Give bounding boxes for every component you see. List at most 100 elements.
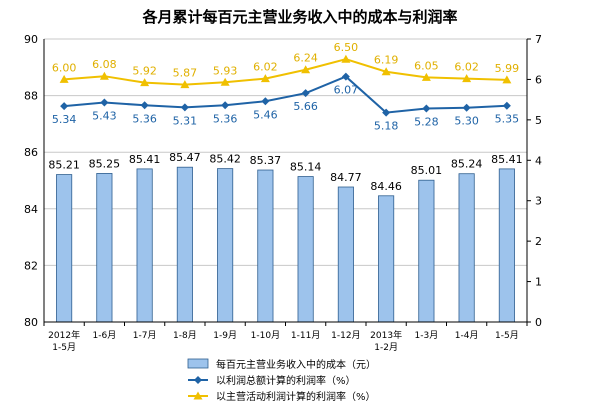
series-2-point-8 — [381, 67, 391, 76]
gridlines — [44, 38, 527, 323]
right-axis-tick-label-6: 6 — [535, 73, 542, 86]
bar-label-8: 84.46 — [370, 180, 402, 193]
series-2-label-11: 5.99 — [495, 62, 520, 75]
bar-label-9: 85.01 — [411, 164, 443, 177]
series-2-point-4 — [220, 77, 230, 86]
series-1-label-8: 5.18 — [374, 120, 399, 133]
series-1-point-8 — [382, 108, 391, 117]
bar-9 — [418, 179, 435, 323]
series-2-point-6 — [301, 65, 311, 74]
left-axis-tick-label-4: 88 — [24, 90, 38, 103]
series-1-point-11 — [502, 101, 511, 110]
series-2-point-7 — [341, 54, 351, 63]
series-1-point-5 — [261, 97, 270, 106]
series-1-point-1 — [100, 98, 109, 107]
series-2-label-10: 6.02 — [454, 61, 479, 74]
series-2-point-5 — [260, 74, 270, 83]
bar-6 — [297, 176, 314, 323]
left-axis-tick-label-5: 90 — [24, 33, 38, 46]
series-1-point-6 — [301, 89, 310, 98]
series-2-label-6: 6.24 — [293, 52, 318, 65]
series-1-label-5: 5.46 — [253, 108, 278, 121]
bar-label-4: 85.42 — [209, 153, 241, 166]
x-tick-label-4: 1-9月 — [213, 330, 237, 341]
left-axis-tick-label-2: 84 — [24, 203, 38, 216]
series-1-point-9 — [422, 104, 431, 113]
series-1-point-10 — [462, 103, 471, 112]
series-1-label-9: 5.28 — [414, 116, 439, 129]
bar-11 — [498, 168, 515, 323]
bar-label-0: 85.21 — [48, 159, 80, 172]
right-axis-tick-label-0: 0 — [535, 316, 542, 329]
bar-4 — [217, 168, 234, 323]
x-tick-label-9: 1-3月 — [415, 330, 439, 341]
bar-7 — [337, 186, 354, 323]
bar-label-2: 85.41 — [129, 153, 161, 166]
series-2-label-5: 6.02 — [253, 61, 278, 74]
bar-series — [56, 166, 515, 323]
series-1-label-0: 5.34 — [52, 113, 77, 126]
x-tick-label-11: 1-5月 — [495, 330, 519, 341]
left-axis-tick-label-0: 80 — [24, 316, 38, 329]
bar-5 — [257, 169, 274, 323]
series-1-label-3: 5.31 — [173, 114, 198, 127]
x-tick-label-7: 1-12月 — [331, 330, 360, 341]
series-2-label-9: 6.05 — [414, 59, 439, 72]
series-2-label-7: 6.50 — [334, 41, 359, 54]
data-labels: 85.21 85.25 85.41 85.47 85.42 85.37 85.14 84.77… — [48, 41, 522, 193]
series-1-label-10: 5.30 — [454, 115, 479, 128]
right-axis-tick-label-3: 3 — [535, 195, 542, 208]
left-axis-tick-label-3: 86 — [24, 146, 38, 159]
legend-marker-1 — [194, 376, 202, 384]
right-axis-tick-label-7: 7 — [535, 33, 542, 46]
bar-label-6: 85.14 — [290, 161, 322, 174]
bar-10 — [458, 173, 475, 323]
bar-2 — [136, 168, 153, 323]
series-2-label-4: 5.93 — [213, 64, 238, 77]
series-1-label-1: 5.43 — [92, 109, 117, 122]
plot-area — [44, 39, 527, 322]
bar-label-5: 85.37 — [250, 154, 282, 167]
series-2-point-0 — [59, 74, 69, 83]
chart-title: 各月累计每百元主营业务收入中的成本与利润率 — [141, 8, 457, 26]
bar-8 — [378, 195, 395, 323]
series-2-point-11 — [502, 75, 512, 84]
series-2-label-3: 5.87 — [173, 67, 198, 80]
right-axis-tick-label-2: 2 — [535, 235, 542, 248]
x-tick-label-1: 1-6月 — [93, 330, 117, 341]
series-1-point-4 — [221, 101, 230, 110]
series-2-point-2 — [140, 78, 150, 87]
left-axis-tick-label-1: 82 — [24, 259, 38, 272]
series-2-label-8: 6.19 — [374, 54, 399, 67]
legend-label-1: 以利润总额计算的利润率（%） — [216, 374, 356, 387]
x-tick-label-0-line-0: 2012年 — [48, 329, 80, 341]
series-2-label-0: 6.00 — [52, 61, 77, 74]
series-2-point-9 — [421, 72, 431, 81]
bar-label-1: 85.25 — [89, 157, 121, 170]
right-axis-tick-label-1: 1 — [535, 276, 542, 289]
right-axis-tick-label-5: 5 — [535, 114, 542, 127]
bar-3 — [176, 166, 193, 323]
x-tick-label-3: 1-8月 — [173, 330, 197, 341]
x-tick-label-2: 1-7月 — [133, 330, 157, 341]
series-2-point-10 — [462, 74, 472, 83]
legend-marker-2 — [193, 391, 203, 400]
legend: 每百元主营业务收入中的成本（元） 以利润总额计算的利润率（%） 以主营活动利润计算的… — [187, 358, 376, 403]
series-1-point-2 — [140, 101, 149, 110]
series-1-label-2: 5.36 — [132, 112, 157, 125]
bar-0 — [56, 174, 73, 323]
bar-label-7: 84.77 — [330, 171, 362, 184]
series-2-label-2: 5.92 — [132, 65, 157, 78]
x-tick-label-8-line-0: 2013年 — [370, 329, 402, 341]
x-tick-label-8-line-1: 1-2月 — [374, 342, 398, 353]
series-1-label-7: 6.07 — [334, 84, 359, 97]
line-series — [59, 54, 512, 117]
series-1-point-7 — [341, 72, 350, 81]
x-tick-label-6: 1-11月 — [291, 330, 320, 341]
series-1-label-11: 5.35 — [495, 113, 520, 126]
legend-swatch-bar — [187, 358, 209, 369]
bar-1 — [96, 173, 113, 323]
series-2-label-1: 6.08 — [92, 58, 117, 71]
